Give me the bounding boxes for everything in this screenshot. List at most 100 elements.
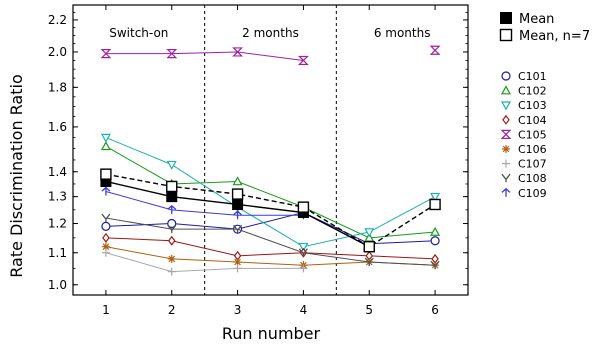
y-tick-label: 1.0 <box>48 278 67 292</box>
data-point-c108 <box>233 224 243 234</box>
x-tick-label: 4 <box>300 303 308 317</box>
data-point-c103 <box>430 192 441 202</box>
series-line-c109 <box>105 191 304 216</box>
series-line-c102 <box>105 145 436 239</box>
data-point-c106 <box>233 258 242 267</box>
legend-item-c103: C103 <box>500 99 547 112</box>
legend-marker-c101 <box>501 71 511 81</box>
data-point-mean-n-7 <box>231 188 244 200</box>
y-tick-label: 1.8 <box>48 80 67 94</box>
series-c105 <box>100 45 441 66</box>
data-point-c103 <box>166 160 177 170</box>
y-axis: 1.0 1.1 1.2 1.3 1.4 1.6 1.8 2.0 2.2 <box>48 11 468 292</box>
data-point-c104 <box>168 235 176 246</box>
data-point-c108 <box>430 260 440 270</box>
data-point-c107 <box>233 264 242 273</box>
legend-marker-c104 <box>502 114 510 125</box>
y-tick-label: 1.6 <box>48 120 67 134</box>
data-point-c108 <box>298 248 308 257</box>
legend-item-c108: C108 <box>501 172 547 185</box>
y-tick-label: 2.0 <box>48 45 67 59</box>
data-point-mean-n-7 <box>429 198 441 211</box>
phase-labels: Switch-on 2 months 6 months <box>109 26 430 40</box>
legend-marker-c107 <box>502 159 510 168</box>
legend-label-c104: C104 <box>518 114 547 127</box>
data-point-c105 <box>232 47 244 57</box>
x-tick-label: 5 <box>365 303 373 317</box>
legend-item-c106: C106 <box>502 143 547 156</box>
y-tick-label: 1.4 <box>48 165 67 179</box>
data-point-c106 <box>101 242 110 251</box>
series-line-mean-n-7 <box>105 173 436 248</box>
legend-item-c104: C104 <box>502 114 547 127</box>
data-point-c105 <box>100 49 112 59</box>
legend-marker-mean <box>500 12 512 24</box>
x-tick-label: 3 <box>234 303 242 317</box>
phase-label: 2 months <box>242 26 299 40</box>
data-point-c109 <box>167 204 177 214</box>
series-c107 <box>101 248 308 276</box>
legend-marker-c103 <box>500 101 512 111</box>
series-line-c108 <box>105 217 436 266</box>
data-point-c101 <box>430 236 440 246</box>
data-point-mean-n-7 <box>363 241 375 253</box>
legend-item-c101: C101 <box>501 70 547 83</box>
data-point-c102 <box>232 176 243 186</box>
data-point-c103 <box>100 133 111 143</box>
series-c106 <box>101 242 440 270</box>
data-point-c106 <box>167 254 176 263</box>
legend-label-c109: C109 <box>518 187 547 200</box>
legend-marker-c106 <box>502 145 510 153</box>
data-point-c101 <box>167 218 177 229</box>
data-point-mean-n-7 <box>297 201 310 213</box>
y-tick-label: 1.2 <box>48 217 67 231</box>
data-point-mean <box>166 191 178 203</box>
data-point-c105 <box>297 55 309 66</box>
data-point-c105 <box>166 49 178 59</box>
legend-label-c108: C108 <box>518 172 547 185</box>
data-point-c104 <box>102 232 110 243</box>
phase-label: 6 months <box>374 26 431 40</box>
series-c108 <box>101 213 440 270</box>
legend-item-c109: C109 <box>501 187 547 200</box>
legend-marker-c109 <box>501 187 511 197</box>
legend-marker-mean-n-7 <box>499 28 513 42</box>
x-tick-label: 2 <box>168 303 176 317</box>
phase-dividers <box>204 5 337 295</box>
legend-label-c103: C103 <box>518 99 547 112</box>
legend-marker-c105 <box>500 129 512 139</box>
series-line-c103 <box>105 137 436 248</box>
data-point-mean-n-7 <box>100 168 112 180</box>
phase-label: Switch-on <box>109 26 168 40</box>
x-axis-label: Run number <box>222 324 321 343</box>
series-line-c101 <box>105 211 436 245</box>
data-point-c102 <box>100 141 111 151</box>
y-axis-label: Rate Discrimination Ratio <box>7 74 26 277</box>
data-point-c105 <box>429 45 441 55</box>
data-point-c103 <box>364 228 375 238</box>
legend-label-mean: Mean <box>519 12 554 27</box>
legend-label-c107: C107 <box>518 158 547 171</box>
series-line-c105 <box>106 50 435 60</box>
series-line-c104 <box>105 237 436 260</box>
data-point-c102 <box>430 226 441 236</box>
data-point-c107 <box>167 267 176 276</box>
y-tick-label: 1.3 <box>48 190 67 204</box>
data-point-mean-n-7 <box>166 180 178 193</box>
x-tick-label: 6 <box>431 303 439 317</box>
legend-label-c105: C105 <box>518 128 547 141</box>
legend-item-c102: C102 <box>500 85 547 98</box>
data-point-c108 <box>364 257 374 267</box>
legend-label-c102: C102 <box>518 85 547 98</box>
data-point-c108 <box>101 213 111 222</box>
data-point-c103 <box>298 242 309 252</box>
y-tick-label: 1.1 <box>48 246 67 260</box>
x-axis: 1 2 3 4 5 6 <box>102 5 439 317</box>
plot-frame <box>72 4 469 296</box>
data-point-c107 <box>299 264 308 273</box>
legend-label-c106: C106 <box>518 143 547 156</box>
data-point-mean <box>232 198 244 210</box>
data-point-c106 <box>431 261 440 270</box>
